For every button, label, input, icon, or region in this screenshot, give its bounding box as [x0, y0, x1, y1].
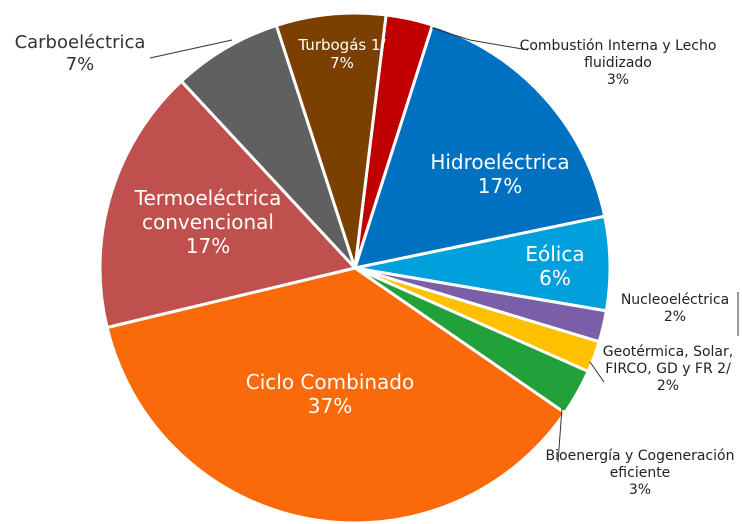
slice-label: Ciclo Combinado 37% [210, 370, 450, 418]
slice-value: 17% [477, 174, 523, 198]
pie-slice [98, 79, 358, 330]
slice-name: Turbogás 1/ [298, 36, 386, 54]
slice-name: Carboeléctrica [14, 32, 146, 53]
slice-label: Geotérmica, Solar, FIRCO, GD y FR 2/2% [598, 344, 738, 394]
slice-name: Nucleoeléctrica [620, 292, 730, 308]
slice-label: Bioenergía y Cogeneración eficiente 3% [525, 448, 742, 498]
slice-label: Turbogás 1/7% [287, 36, 397, 72]
slice-value: 6% [539, 266, 571, 290]
slice-name: Ciclo Combinado [245, 370, 415, 394]
slice-value: 2% [663, 308, 687, 325]
slice-value: 7% [330, 54, 354, 72]
pie-slice [179, 23, 357, 270]
slice-name: Hidroeléctrica [430, 150, 570, 174]
pie-slice [274, 11, 388, 269]
slice-value: 3% [628, 481, 652, 498]
slice-label: Combustión Interna y Lecho fluidizado 3% [518, 38, 718, 88]
slice-value: 3% [606, 71, 630, 88]
slice-label: Carboeléctrica 7% [0, 32, 165, 75]
slice-value: 17% [185, 234, 231, 258]
slice-name: Geotérmica, Solar, FIRCO, GD y FR 2/ [602, 344, 734, 377]
slice-name: Eólica [525, 242, 585, 266]
slice-value: 2% [656, 377, 680, 394]
slice-label: Nucleoeléctrica 2% [610, 292, 740, 326]
slice-label: Termoeléctrica convencional 17% [118, 186, 298, 258]
pie-slice [105, 266, 567, 524]
slice-value: 7% [65, 53, 95, 75]
slice-value: 37% [307, 394, 353, 418]
slice-name: Combustión Interna y Lecho fluidizado [519, 38, 717, 71]
slice-name: Termoeléctrica convencional [134, 186, 282, 234]
slice-label: Hidroeléctrica 17% [400, 150, 600, 198]
slice-name: Bioenergía y Cogeneración eficiente [545, 448, 735, 481]
leader-line [149, 39, 233, 59]
slice-label: Eólica 6% [495, 242, 615, 290]
leader-line [589, 361, 605, 383]
leader-line [431, 27, 529, 51]
pie-slice [352, 23, 607, 270]
leader-line [557, 407, 563, 463]
